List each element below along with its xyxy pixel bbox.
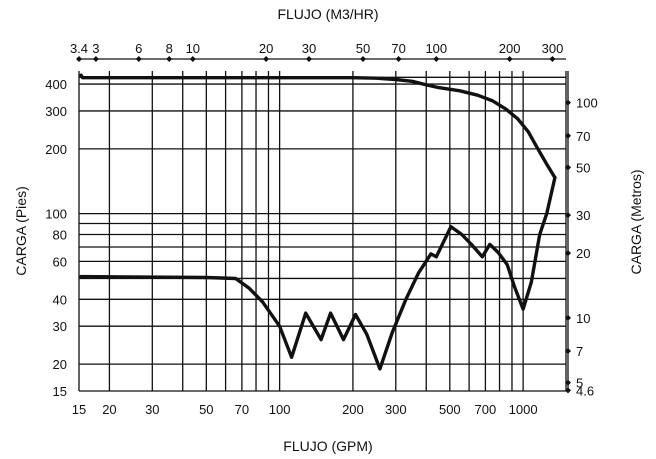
top-tick-label: 6 xyxy=(135,41,142,56)
tick-labels: 15 20 30 50 70 100 200 300 500 700 1000 3.4 3 6 8 10 20 3… xyxy=(45,41,597,417)
right-tick-marker xyxy=(565,387,571,394)
top-tick-marker xyxy=(76,56,82,62)
right-tick-label: 70 xyxy=(576,129,590,144)
top-tick-marker xyxy=(360,56,367,62)
y-axis-title-left: CARGA (Pies) xyxy=(13,186,29,275)
top-tick-marker xyxy=(506,56,513,62)
x-tick-label: 30 xyxy=(145,402,159,417)
y-tick-label: 20 xyxy=(53,357,67,372)
x-axis-title: FLUJO (GPM) xyxy=(283,438,372,454)
right-tick-marker xyxy=(565,164,571,171)
y-tick-label: 300 xyxy=(45,104,67,119)
top-tick-label: 3.4 xyxy=(70,41,88,56)
top-tick-marker xyxy=(263,56,270,62)
top-tick-label: 10 xyxy=(186,41,200,56)
y-tick-label: 60 xyxy=(53,254,67,269)
series-line-1 xyxy=(79,73,557,180)
x-tick-label: 200 xyxy=(342,402,364,417)
top-tick-marker xyxy=(135,56,142,62)
right-tick-label: 5 xyxy=(576,376,583,391)
top-tick-label: 70 xyxy=(391,41,405,56)
top-tick-label: 8 xyxy=(166,41,173,56)
x-tick-label: 20 xyxy=(102,402,116,417)
x-tick-label: 1000 xyxy=(509,402,538,417)
series-lines xyxy=(79,73,557,371)
top-tick-marker xyxy=(189,56,196,62)
top-tick-label: 300 xyxy=(542,41,564,56)
top-tick-label: 3 xyxy=(92,41,99,56)
y-tick-label: 15 xyxy=(53,384,67,399)
y-tick-label: 30 xyxy=(53,319,67,334)
top-tick-label: 100 xyxy=(425,41,447,56)
top-tick-marker xyxy=(305,56,312,62)
top-tick-marker xyxy=(395,56,402,62)
chart-top-title: FLUJO (M3/HR) xyxy=(277,6,378,22)
top-tick-label: 30 xyxy=(302,41,316,56)
right-tick-label: 10 xyxy=(576,311,590,326)
tick-marks xyxy=(76,56,571,394)
right-tick-marker xyxy=(565,212,571,219)
right-tick-label: 100 xyxy=(576,96,598,111)
top-tick-label: 20 xyxy=(259,41,273,56)
right-tick-marker xyxy=(565,132,571,139)
top-tick-label: 50 xyxy=(356,41,370,56)
right-tick-label: 20 xyxy=(576,246,590,261)
y-tick-label: 400 xyxy=(45,77,67,92)
series-line-2 xyxy=(79,175,557,371)
right-tick-marker xyxy=(565,250,571,257)
right-tick-marker xyxy=(565,379,571,386)
y-tick-label: 80 xyxy=(53,228,67,243)
y-tick-label: 200 xyxy=(45,142,67,157)
x-tick-label: 300 xyxy=(385,402,407,417)
right-tick-marker xyxy=(565,99,571,106)
right-tick-marker xyxy=(565,314,571,321)
y-axis-title-right: CARGA (Metros) xyxy=(628,169,644,274)
right-tick-label: 7 xyxy=(576,344,583,359)
x-tick-label: 100 xyxy=(269,402,291,417)
top-tick-marker xyxy=(433,56,440,62)
top-tick-marker xyxy=(549,56,556,62)
top-tick-marker xyxy=(166,56,173,62)
top-tick-label: 200 xyxy=(499,41,521,56)
right-tick-label: 50 xyxy=(576,160,590,175)
x-tick-label: 700 xyxy=(475,402,497,417)
y-tick-label: 100 xyxy=(45,207,67,222)
top-tick-marker xyxy=(92,56,99,62)
x-tick-label: 500 xyxy=(439,402,461,417)
right-tick-label: 4.6 xyxy=(576,383,594,398)
right-tick-marker xyxy=(565,348,571,355)
x-tick-label: 50 xyxy=(199,402,213,417)
y-tick-label: 40 xyxy=(53,292,67,307)
x-tick-label: 15 xyxy=(72,402,86,417)
right-tick-label: 30 xyxy=(576,208,590,223)
x-tick-label: 70 xyxy=(235,402,249,417)
grid-lines xyxy=(78,71,567,392)
